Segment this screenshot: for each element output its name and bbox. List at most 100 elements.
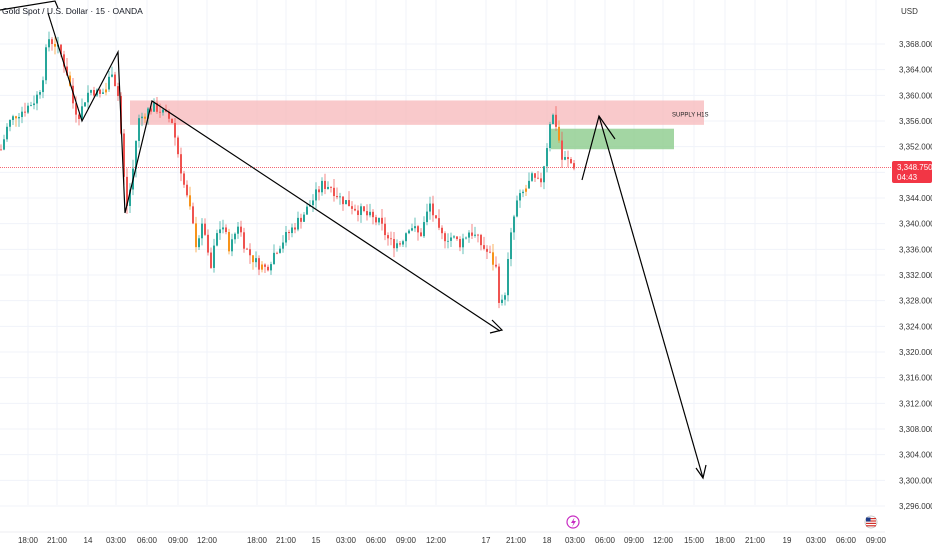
candle-body xyxy=(207,234,209,253)
candle-body xyxy=(561,140,563,160)
candle-body xyxy=(288,231,290,234)
candle-body xyxy=(111,74,113,77)
supply-zone[interactable] xyxy=(130,100,704,125)
candle-body xyxy=(126,176,128,206)
x-tick-label: 06:00 xyxy=(836,536,857,545)
candle-body xyxy=(369,211,371,216)
candle-body xyxy=(573,163,575,169)
candle-body xyxy=(114,74,116,87)
candle-body xyxy=(72,85,74,104)
candle-body xyxy=(534,173,536,178)
x-tick-label: 18:00 xyxy=(18,536,39,545)
candle-body xyxy=(201,223,203,239)
candle-body xyxy=(342,196,344,205)
candle-body xyxy=(546,148,548,167)
candle-body xyxy=(33,103,35,106)
us-flag-icon[interactable] xyxy=(864,515,878,529)
candle-body xyxy=(345,200,347,205)
candle-body xyxy=(555,114,557,127)
candle-body xyxy=(330,186,332,188)
y-tick-label: 3,368.000 xyxy=(899,40,932,49)
candle-body xyxy=(303,214,305,222)
projection-down-leg[interactable] xyxy=(598,115,704,479)
candle-body xyxy=(216,233,218,246)
x-tick-label: 21:00 xyxy=(276,536,297,545)
candle-body xyxy=(333,187,335,197)
candle-body xyxy=(381,217,383,224)
candle-body xyxy=(48,39,50,48)
lightning-icon[interactable] xyxy=(566,515,580,529)
candle-body xyxy=(0,149,2,151)
candle-body xyxy=(54,43,56,47)
candle-body xyxy=(549,124,551,149)
candle-body xyxy=(417,226,419,233)
demand-zone[interactable] xyxy=(551,128,674,150)
drawings-layer[interactable] xyxy=(0,0,707,480)
candle-body xyxy=(486,248,488,252)
candle-body xyxy=(21,111,23,118)
arrowhead-projection-down[interactable] xyxy=(695,464,707,480)
candle-body xyxy=(315,189,317,201)
candle-body xyxy=(39,92,41,95)
candle-body xyxy=(354,208,356,211)
candle-body xyxy=(297,217,299,230)
candle-body xyxy=(138,118,140,141)
y-tick-label: 3,340.000 xyxy=(899,220,932,229)
candle-body xyxy=(156,102,158,112)
currency-label: USD xyxy=(901,7,918,16)
zigzag-drawing[interactable] xyxy=(0,0,59,11)
candle-body xyxy=(564,157,566,160)
candle-body xyxy=(513,216,515,233)
candles-layer xyxy=(0,31,575,309)
x-axis[interactable]: 18:00 21:00 14 03:00 06:00 09:00 12:00 18:00 21:… xyxy=(0,531,887,545)
candle-body xyxy=(432,203,434,216)
candle-body xyxy=(501,299,503,303)
candle-body xyxy=(225,227,227,233)
candle-body xyxy=(522,191,524,194)
candle-body xyxy=(339,196,341,198)
candle-body xyxy=(537,177,539,179)
candle-body xyxy=(414,226,416,229)
candle-body xyxy=(255,258,257,263)
x-tick-label: 03:00 xyxy=(336,536,357,545)
candle-body xyxy=(30,105,32,106)
zigzag-left[interactable] xyxy=(47,12,501,332)
candle-body xyxy=(171,118,173,123)
candle-body xyxy=(306,206,308,215)
candle-body xyxy=(540,178,542,183)
candle-body xyxy=(399,243,401,245)
candle-body xyxy=(489,251,491,253)
candle-body xyxy=(282,242,284,249)
candle-body xyxy=(144,116,146,119)
candle-body xyxy=(246,248,248,250)
candle-body xyxy=(363,206,365,212)
candle-body xyxy=(348,200,350,207)
chart-title: Gold Spot / U.S. Dollar · 15 · OANDA xyxy=(2,6,143,16)
candle-body xyxy=(570,159,572,164)
y-tick-label: 3,360.000 xyxy=(899,91,932,100)
x-tick-label: 21:00 xyxy=(506,536,527,545)
candle-body xyxy=(483,245,485,249)
candle-body xyxy=(543,166,545,183)
candle-body xyxy=(279,248,281,253)
arrowhead-left-low[interactable] xyxy=(489,319,504,334)
y-tick-label: 3,332.000 xyxy=(899,271,932,280)
candle-body xyxy=(336,196,338,198)
candle-body xyxy=(285,231,287,243)
candle-body xyxy=(81,106,83,120)
candle-body xyxy=(27,105,29,113)
candle-body xyxy=(474,234,476,236)
x-tick-label: 18:00 xyxy=(247,536,268,545)
candle-body xyxy=(189,195,191,207)
candle-body xyxy=(372,211,374,218)
candle-body xyxy=(204,223,206,235)
x-tick-label: 06:00 xyxy=(366,536,387,545)
candle-body xyxy=(240,226,242,233)
candle-body xyxy=(438,218,440,228)
x-tick-label: 09:00 xyxy=(624,536,645,545)
candle-body xyxy=(234,233,236,240)
candle-body xyxy=(12,116,14,120)
candle-body xyxy=(243,232,245,249)
